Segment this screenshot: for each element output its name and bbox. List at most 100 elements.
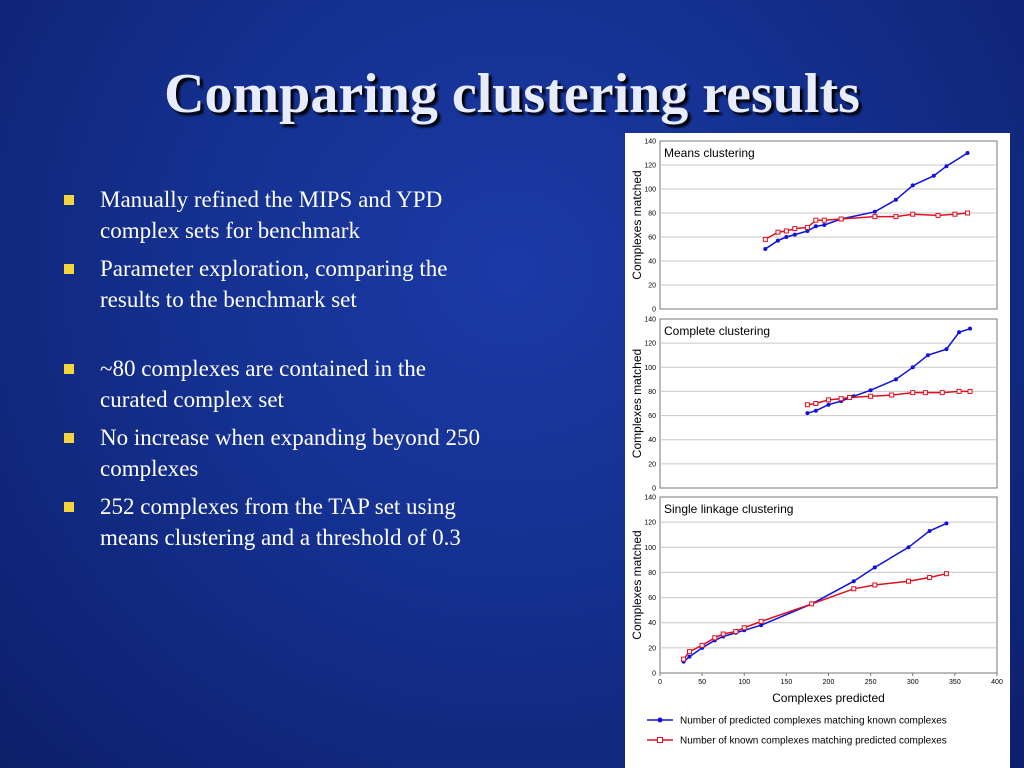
data-point [889, 392, 895, 398]
x-axis-label: Complexes predicted [772, 691, 885, 705]
y-tick-label: 20 [648, 283, 656, 290]
data-point [821, 217, 827, 223]
y-tick-label: 20 [648, 645, 656, 652]
data-point [804, 402, 810, 408]
bullet-text: 252 complexes from the TAP set using mea… [100, 494, 461, 550]
data-point [763, 247, 768, 251]
y-tick-label: 140 [644, 317, 656, 324]
data-point [956, 388, 962, 394]
data-point [910, 211, 916, 217]
y-tick-label: 0 [652, 307, 656, 314]
data-point [944, 164, 949, 169]
data-point [775, 238, 780, 243]
data-point [868, 393, 874, 399]
data-point [699, 642, 705, 648]
data-point [783, 228, 789, 234]
data-point [775, 229, 781, 235]
data-point [943, 571, 949, 577]
data-point [935, 212, 941, 218]
data-point [927, 528, 932, 533]
data-point [759, 623, 764, 628]
data-point [720, 631, 726, 637]
y-tick-label: 120 [644, 520, 656, 527]
data-point [838, 216, 844, 222]
data-point [910, 365, 915, 370]
legend-label: Number of predicted complexes matching k… [680, 716, 947, 727]
y-axis-label: Complexes matched [630, 530, 644, 639]
y-tick-label: 100 [644, 365, 656, 372]
data-point [965, 210, 971, 216]
data-point [847, 394, 853, 400]
x-tick-label: 0 [658, 679, 662, 686]
y-tick-label: 80 [648, 570, 656, 577]
data-point [813, 401, 819, 406]
data-point [893, 214, 899, 220]
data-point [893, 377, 898, 382]
plot-frame [659, 140, 998, 310]
data-point [922, 390, 928, 396]
bullet-item: 252 complexes from the TAP set using mea… [62, 491, 492, 553]
y-tick-label: 100 [644, 187, 656, 194]
data-point [931, 173, 936, 178]
x-tick-label: 200 [823, 679, 835, 686]
data-point [968, 326, 973, 331]
bullet-square-icon [64, 264, 74, 274]
x-tick-label: 300 [907, 679, 919, 686]
data-point [851, 579, 856, 584]
panel-title: Single linkage clustering [664, 502, 793, 516]
y-tick-label: 100 [644, 545, 656, 552]
data-point [944, 521, 949, 526]
data-point [758, 618, 764, 624]
data-point [681, 656, 687, 662]
data-point [906, 545, 911, 550]
panel-title: Complete clustering [664, 324, 770, 338]
bullet-text: Parameter exploration, comparing the res… [100, 256, 448, 312]
data-point [939, 390, 945, 396]
data-point [872, 214, 878, 220]
data-point [868, 388, 873, 393]
chart-svg: 0 20 40 60 80 100 120 140 Means clustering Comple… [630, 139, 1003, 747]
y-tick-label: 60 [648, 235, 656, 242]
x-tick-label: 400 [991, 679, 1003, 686]
y-tick-label: 60 [648, 413, 656, 420]
y-tick-label: 140 [644, 139, 656, 146]
data-point [826, 402, 831, 407]
data-point [792, 226, 798, 232]
data-point [965, 151, 970, 155]
data-point [822, 223, 827, 227]
data-point [813, 224, 818, 229]
bullet-item: No increase when expanding beyond 250 co… [62, 422, 492, 484]
data-point [851, 586, 857, 592]
bullet-item: ~80 complexes are contained in the curat… [62, 353, 492, 415]
bullet-text: No increase when expanding beyond 250 co… [100, 425, 481, 481]
bullet-square-icon [64, 364, 74, 374]
data-point [792, 232, 797, 237]
legend-marker [657, 717, 663, 723]
data-point [813, 217, 819, 223]
bullet-square-icon [64, 433, 74, 443]
data-point [952, 211, 958, 217]
data-point [805, 229, 810, 233]
data-point [872, 209, 877, 214]
bullet-item: Parameter exploration, comparing the res… [62, 253, 492, 315]
data-point [687, 654, 692, 659]
x-tick-label: 250 [865, 679, 877, 686]
bullet-text: Manually refined the MIPS and YPD comple… [100, 187, 443, 243]
y-tick-label: 20 [648, 461, 656, 468]
y-tick-label: 40 [648, 620, 656, 627]
data-point [957, 330, 962, 335]
bullet-text: ~80 complexes are contained in the curat… [100, 356, 427, 412]
data-point [927, 574, 933, 580]
data-point [784, 235, 789, 239]
data-point [712, 635, 718, 641]
data-point [910, 183, 915, 188]
data-point [872, 565, 877, 570]
y-tick-label: 120 [644, 163, 656, 170]
data-point [910, 390, 916, 396]
y-tick-label: 80 [648, 211, 656, 218]
x-tick-label: 100 [738, 679, 750, 686]
y-tick-label: 40 [648, 437, 656, 444]
data-point [826, 397, 831, 403]
data-point [925, 353, 930, 358]
x-tick-label: 150 [781, 679, 793, 686]
